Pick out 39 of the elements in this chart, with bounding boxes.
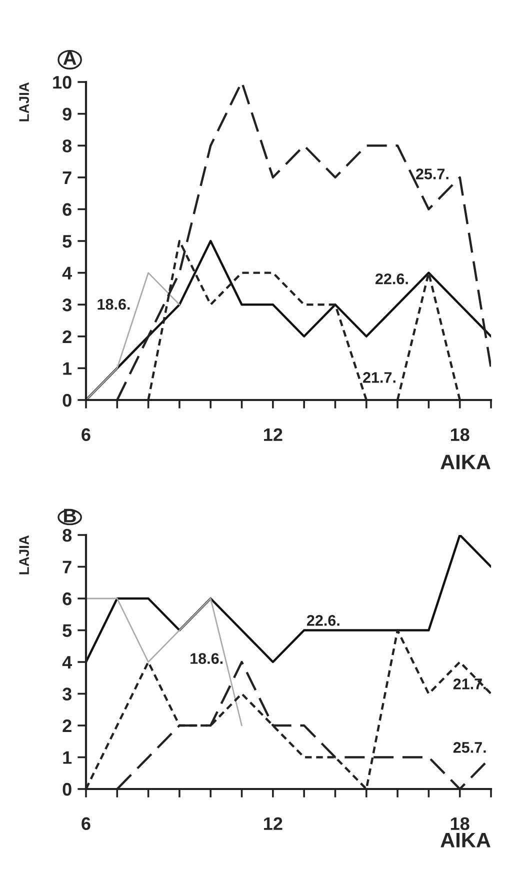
x-tick-label: 12 bbox=[264, 428, 282, 441]
y-axis-title: LAJIA bbox=[19, 82, 29, 122]
x-tick-label: 12 bbox=[264, 817, 282, 830]
annotation: 22.6. bbox=[306, 615, 340, 626]
annotation: 25.7. bbox=[453, 742, 486, 753]
y-tick-label: 1 bbox=[63, 751, 72, 764]
y-tick-label: 0 bbox=[62, 394, 72, 407]
y-tick-label: 5 bbox=[62, 624, 72, 637]
x-tick-label: 6 bbox=[82, 428, 90, 442]
y-tick-label: 8 bbox=[62, 528, 72, 542]
y-tick-label: 6 bbox=[62, 203, 72, 216]
y-tick-label: 8 bbox=[62, 140, 72, 152]
annotation: 21.7. bbox=[453, 678, 486, 690]
x-axis-title: AIKA bbox=[440, 454, 490, 470]
y-tick-label: 2 bbox=[62, 330, 72, 343]
chart-title: A bbox=[63, 51, 76, 65]
y-tick-label: 0 bbox=[62, 782, 72, 796]
y-tick-label: 7 bbox=[62, 560, 72, 574]
annotation: 21.7. bbox=[363, 372, 396, 383]
y-tick-label: 3 bbox=[62, 688, 72, 700]
x-tick-label: 6 bbox=[82, 817, 90, 830]
x-tick-label: 18 bbox=[450, 817, 470, 830]
x-tick-label: 18 bbox=[450, 428, 470, 442]
y-tick-label: 10 bbox=[53, 76, 72, 89]
y-tick-label: 7 bbox=[62, 172, 72, 184]
y-tick-label: 2 bbox=[62, 719, 72, 732]
y-tick-label: 1 bbox=[63, 362, 72, 375]
y-tick-label: 5 bbox=[62, 235, 72, 248]
annotation: 18.6. bbox=[190, 653, 223, 664]
y-tick-label: 3 bbox=[62, 298, 72, 312]
y-tick-label: 9 bbox=[62, 108, 72, 121]
x-axis-title: AIKA bbox=[440, 832, 490, 848]
y-tick-label: 4 bbox=[62, 266, 72, 280]
annotation: 18.6. bbox=[98, 298, 130, 310]
annotation: 22.6. bbox=[376, 273, 408, 284]
y-tick-label: 6 bbox=[62, 592, 72, 606]
y-axis-title: LAJIA bbox=[19, 535, 29, 574]
annotation: 25.7. bbox=[416, 168, 448, 180]
y-tick-label: 4 bbox=[62, 656, 72, 669]
